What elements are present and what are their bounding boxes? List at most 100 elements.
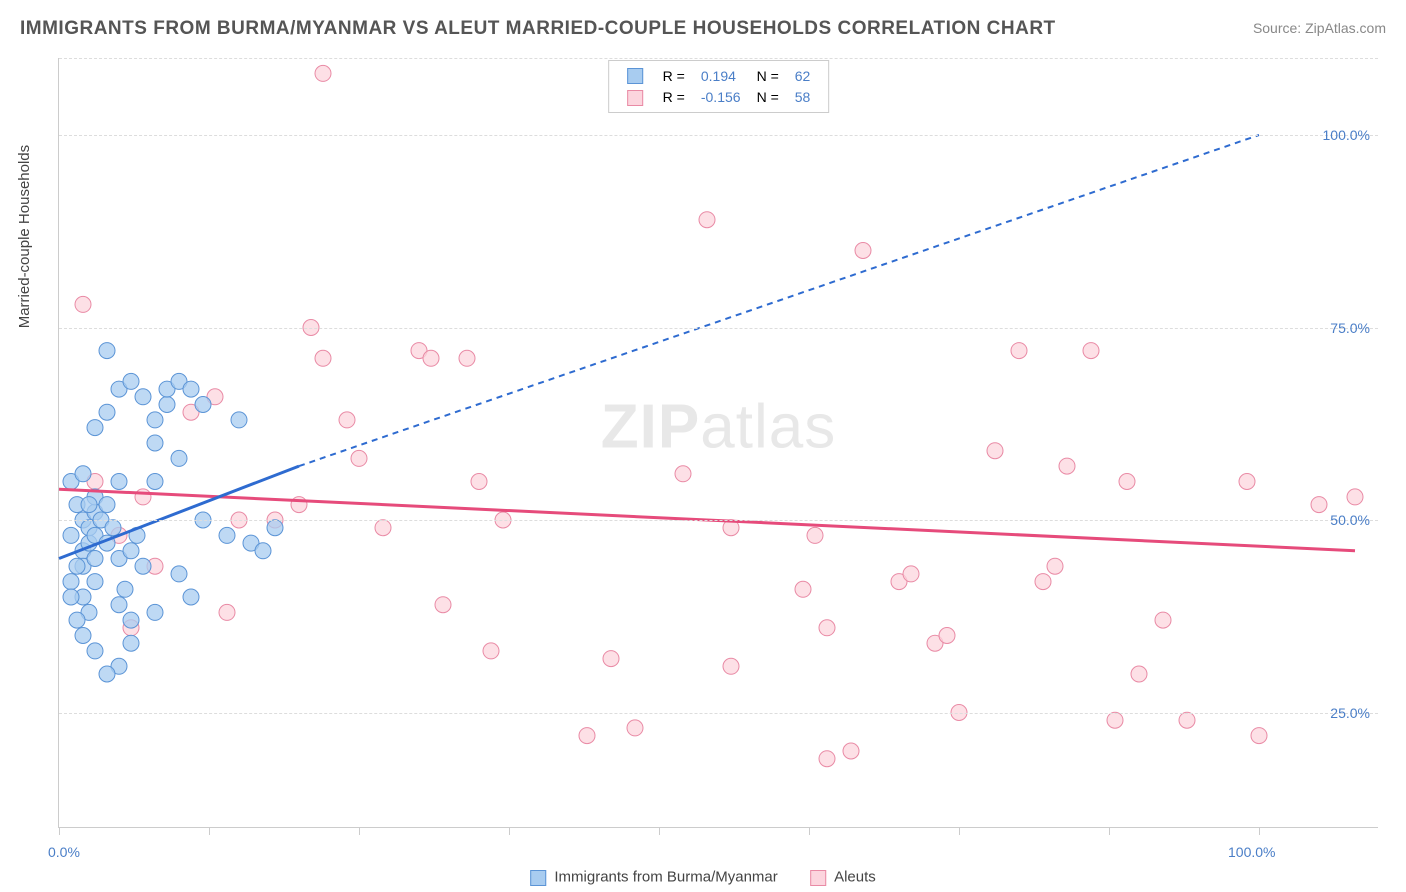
n-value-1: 62 xyxy=(787,65,819,86)
scatter-point xyxy=(123,373,139,389)
scatter-point xyxy=(123,635,139,651)
scatter-point xyxy=(195,397,211,413)
x-axis-label-max: 100.0% xyxy=(1228,844,1275,892)
scatter-point xyxy=(159,397,175,413)
scatter-point xyxy=(351,450,367,466)
scatter-point xyxy=(699,212,715,228)
y-tick-label: 25.0% xyxy=(1330,705,1370,721)
scatter-point xyxy=(375,520,391,536)
scatter-point xyxy=(111,474,127,490)
scatter-point xyxy=(843,743,859,759)
scatter-point xyxy=(315,350,331,366)
scatter-point xyxy=(1131,666,1147,682)
scatter-point xyxy=(87,643,103,659)
legend-swatch-series1 xyxy=(530,870,546,886)
scatter-point xyxy=(1347,489,1363,505)
r-label: R = xyxy=(663,89,685,105)
legend-stats: R = 0.194 N = 62 R = -0.156 N = 58 xyxy=(608,60,830,113)
scatter-point xyxy=(69,612,85,628)
source-label: Source: ZipAtlas.com xyxy=(1253,20,1386,36)
legend-swatch-series2 xyxy=(627,90,643,106)
scatter-point xyxy=(87,551,103,567)
scatter-point xyxy=(1239,474,1255,490)
scatter-point xyxy=(939,628,955,644)
n-value-2: 58 xyxy=(787,86,819,107)
legend-swatch-series1 xyxy=(627,68,643,84)
scatter-point xyxy=(123,612,139,628)
scatter-point xyxy=(147,604,163,620)
scatter-point xyxy=(111,597,127,613)
legend-stats-row: R = -0.156 N = 58 xyxy=(619,86,819,107)
scatter-point xyxy=(987,443,1003,459)
scatter-point xyxy=(117,581,133,597)
scatter-point xyxy=(147,474,163,490)
scatter-point xyxy=(183,381,199,397)
scatter-point xyxy=(105,520,121,536)
scatter-point xyxy=(627,720,643,736)
scatter-point xyxy=(123,543,139,559)
scatter-point xyxy=(147,412,163,428)
n-label: N = xyxy=(757,68,779,84)
scatter-point xyxy=(147,435,163,451)
scatter-point xyxy=(99,497,115,513)
scatter-point xyxy=(171,566,187,582)
n-label: N = xyxy=(757,89,779,105)
scatter-point xyxy=(135,389,151,405)
scatter-point xyxy=(69,558,85,574)
y-tick-label: 75.0% xyxy=(1330,320,1370,336)
trend-line xyxy=(299,135,1259,466)
chart-container: IMMIGRANTS FROM BURMA/MYANMAR VS ALEUT M… xyxy=(0,0,1406,892)
y-tick-label: 50.0% xyxy=(1330,512,1370,528)
scatter-point xyxy=(819,751,835,767)
scatter-point xyxy=(75,296,91,312)
scatter-point xyxy=(135,489,151,505)
scatter-point xyxy=(1083,343,1099,359)
scatter-point xyxy=(63,527,79,543)
scatter-point xyxy=(267,520,283,536)
scatter-point xyxy=(87,574,103,590)
plot-area: ZIPatlas R = 0.194 N = 62 R = -0.156 N =… xyxy=(58,58,1378,828)
scatter-point xyxy=(1155,612,1171,628)
x-axis-label-min: 0.0% xyxy=(48,844,80,892)
scatter-point xyxy=(423,350,439,366)
scatter-point xyxy=(819,620,835,636)
legend-swatch-series2 xyxy=(810,870,826,886)
scatter-point xyxy=(1035,574,1051,590)
scatter-point xyxy=(63,589,79,605)
scatter-point xyxy=(75,466,91,482)
scatter-point xyxy=(1011,343,1027,359)
legend-label-series1: Immigrants from Burma/Myanmar xyxy=(554,869,777,886)
scatter-point xyxy=(435,597,451,613)
scatter-point xyxy=(255,543,271,559)
scatter-point xyxy=(99,404,115,420)
scatter-point xyxy=(1047,558,1063,574)
legend-bottom: Immigrants from Burma/Myanmar Aleuts xyxy=(516,868,890,886)
scatter-point xyxy=(231,412,247,428)
scatter-point xyxy=(795,581,811,597)
scatter-point xyxy=(903,566,919,582)
scatter-point xyxy=(1119,474,1135,490)
scatter-point xyxy=(459,350,475,366)
scatter-point xyxy=(723,658,739,674)
scatter-point xyxy=(807,527,823,543)
scatter-point xyxy=(99,666,115,682)
scatter-point xyxy=(99,343,115,359)
scatter-point xyxy=(81,497,97,513)
legend-label-series2: Aleuts xyxy=(834,869,876,886)
r-value-2: -0.156 xyxy=(693,86,749,107)
y-axis-title: Married-couple Households xyxy=(16,145,33,328)
chart-title: IMMIGRANTS FROM BURMA/MYANMAR VS ALEUT M… xyxy=(20,18,1056,40)
scatter-point xyxy=(339,412,355,428)
scatter-point xyxy=(1059,458,1075,474)
scatter-point xyxy=(579,728,595,744)
r-label: R = xyxy=(663,68,685,84)
scatter-point xyxy=(135,558,151,574)
scatter-point xyxy=(483,643,499,659)
scatter-point xyxy=(315,65,331,81)
scatter-point xyxy=(219,527,235,543)
scatter-point xyxy=(75,628,91,644)
scatter-point xyxy=(63,574,79,590)
scatter-point xyxy=(1311,497,1327,513)
scatter-point xyxy=(1179,712,1195,728)
scatter-point xyxy=(471,474,487,490)
